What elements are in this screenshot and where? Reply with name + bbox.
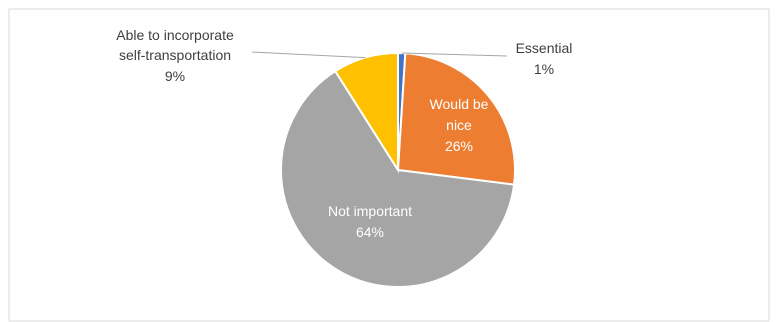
label-would-be-nice-line1: Would be <box>430 96 489 112</box>
label-would-be-nice-pct: 26% <box>445 138 473 154</box>
label-essential-pct: 1% <box>534 61 554 77</box>
leader-line-self-transport <box>251 51 366 59</box>
leader-line-essential <box>401 52 508 57</box>
label-essential-name: Essential <box>516 40 573 56</box>
label-self-transport-line1: Able to incorporate <box>116 27 234 43</box>
pie-slice-not-important <box>280 69 516 288</box>
label-not-important-name: Not important <box>328 203 412 219</box>
label-self-transport-line2: self-transportation <box>119 47 231 63</box>
label-self-transport-pct: 9% <box>165 68 185 84</box>
label-would-be-nice-line2: nice <box>446 117 472 133</box>
label-not-important-pct: 64% <box>356 224 384 240</box>
pie-slice-would-be-nice <box>396 52 516 186</box>
